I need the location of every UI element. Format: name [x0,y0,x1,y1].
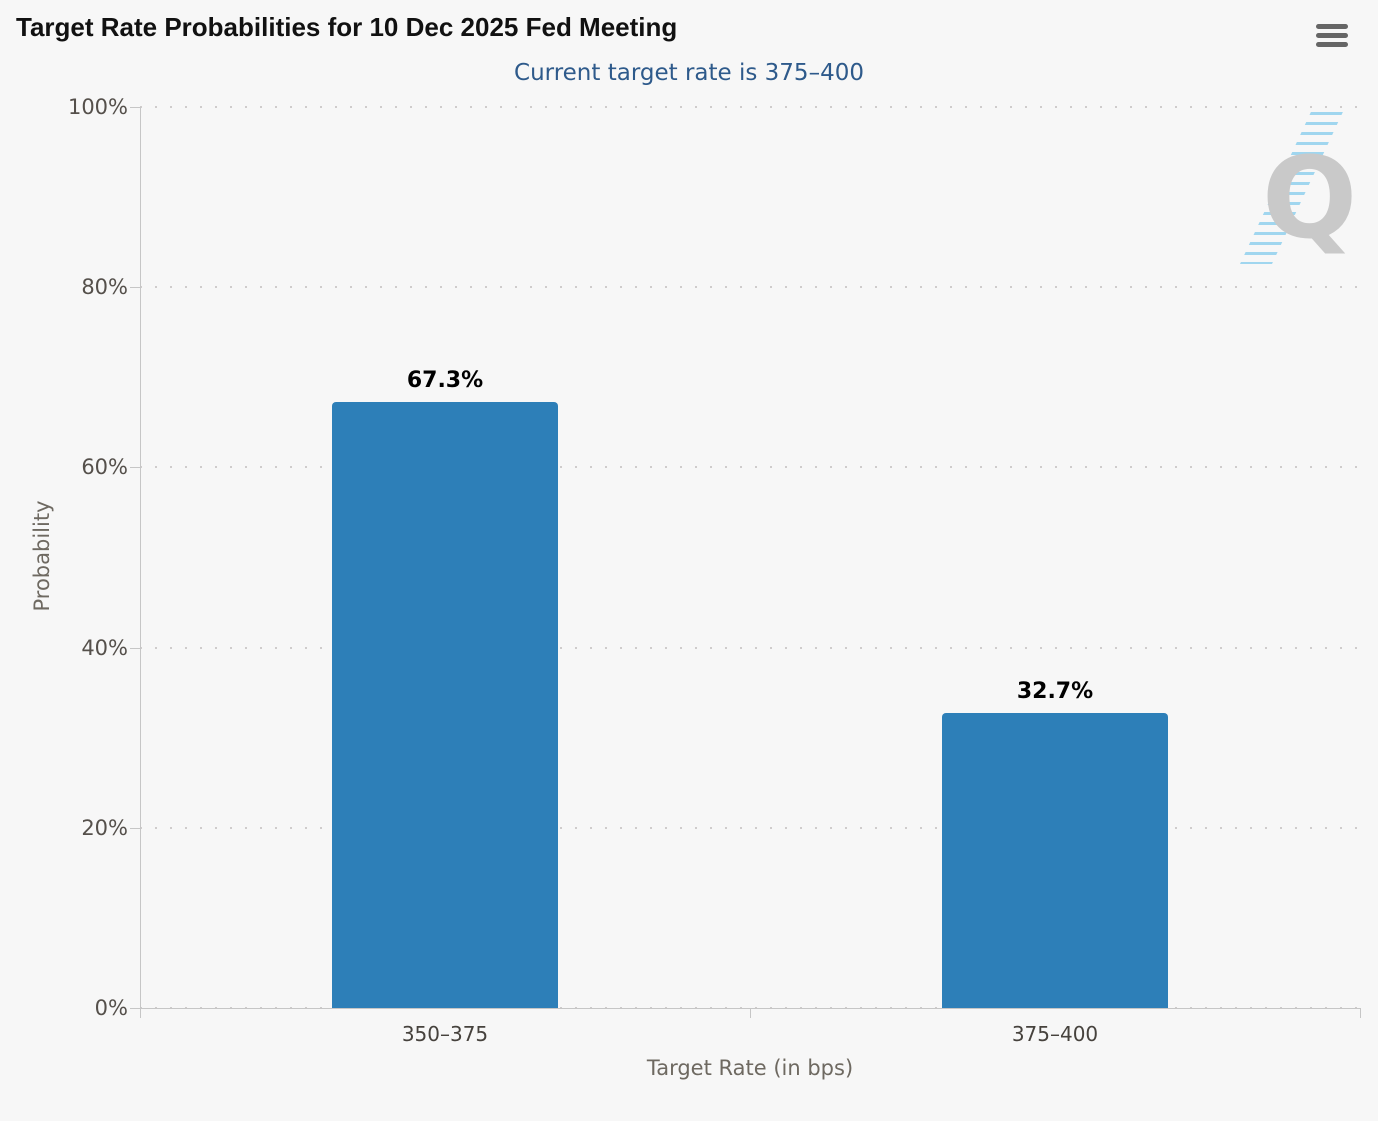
y-tick-mark [130,647,140,649]
y-tick-label: 100% [67,95,128,119]
y-tick-mark [130,827,140,829]
gridline-20% [140,826,1360,829]
x-tick-mark [1360,1008,1361,1018]
gridline-60% [140,466,1360,469]
y-tick-label: 40% [81,635,128,660]
chart-title: Target Rate Probabilities for 10 Dec 202… [16,12,678,42]
y-tick-label: 60% [81,455,128,480]
gridline-80% [140,286,1360,289]
data-label-375–400: 32.7% [1016,679,1094,705]
x-tick-mark [140,1008,141,1018]
y-tick-label: 80% [81,275,128,300]
y-tick-label: 0% [94,996,128,1020]
quikstrike-watermark-q-logo: Q [1262,134,1358,264]
x-tick-mark [750,1008,751,1018]
y-axis-line [140,107,141,1008]
x-tick-label-375–400: 375–400 [1011,1022,1099,1046]
x-axis-title: Target Rate (in bps) [646,1056,854,1080]
data-label-350–375: 67.3% [406,367,484,393]
y-tick-mark [130,107,140,108]
x-tick-label-350–375: 350–375 [401,1022,489,1046]
bar-350–375[interactable] [332,401,558,1008]
y-tick-label: 20% [81,815,128,840]
gridline-100% [140,106,1360,108]
y-tick-mark [130,287,140,289]
export-menu-button[interactable] [1316,20,1352,50]
gridline-40% [140,646,1360,649]
bar-375–400[interactable] [942,713,1168,1008]
y-tick-mark [130,1008,140,1009]
y-tick-mark [130,467,140,469]
y-axis-title: Probability [30,500,54,612]
plot-area: Q 67.3% 32.7% [140,106,1360,1009]
chart-subtitle: Current target rate is 375–400 [514,60,864,86]
